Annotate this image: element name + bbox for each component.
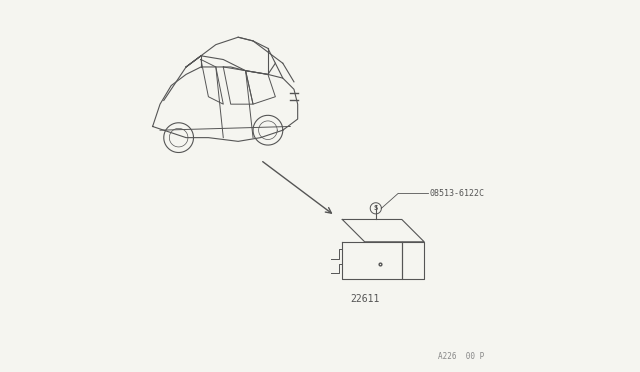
Text: 08513-6122C: 08513-6122C [429, 189, 484, 198]
Text: 22611: 22611 [350, 294, 380, 304]
Text: A226  00 P: A226 00 P [438, 352, 484, 361]
Text: S: S [374, 205, 378, 211]
